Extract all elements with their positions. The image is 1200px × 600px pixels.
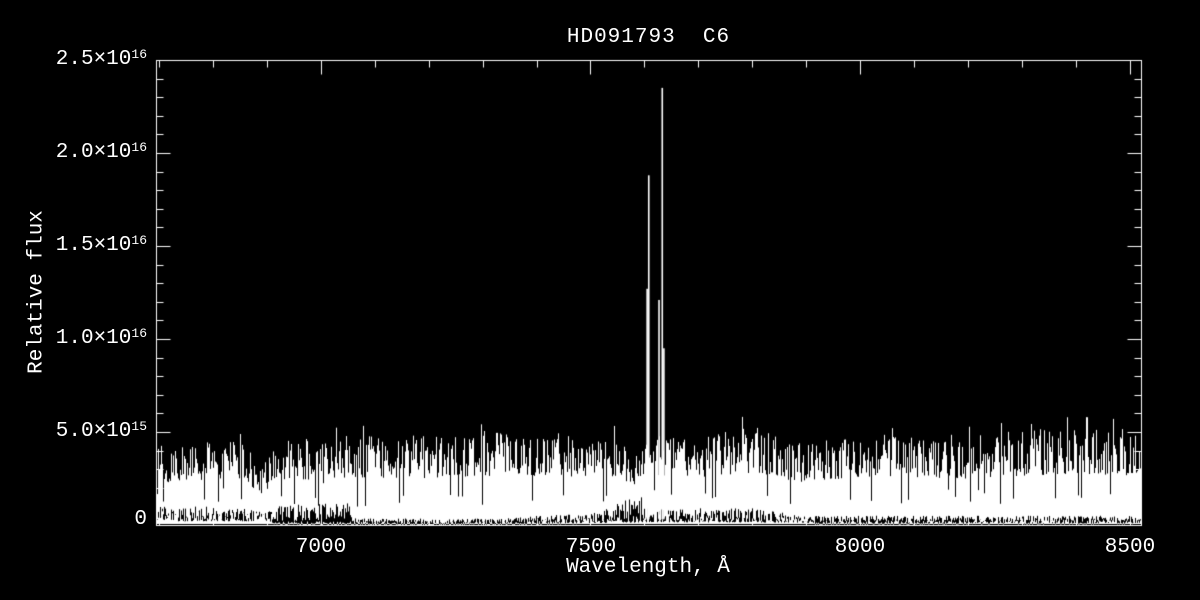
x-tick-label-7000: 7000 <box>295 536 347 559</box>
x-axis-title: Wavelength, Å <box>566 556 730 579</box>
y-axis-title: Relative flux <box>25 210 49 374</box>
plot-title: HD091793 C6 <box>566 26 731 49</box>
x-tick-label-7500: 7500 <box>565 536 617 559</box>
y-tick-label-1.5e16: 1.5×1016 <box>55 233 147 257</box>
y-tick-label-1.0e16: 1.0×1016 <box>55 326 147 350</box>
y-tick-label-5.0e15: 5.0×1015 <box>55 419 147 443</box>
x-tick-label-8000: 8000 <box>834 536 886 559</box>
y-tick-label-2.0e16: 2.0×1016 <box>55 140 147 164</box>
y-tick-label-0: 0 <box>134 508 147 531</box>
y-tick-label-2.5e16: 2.5×1016 <box>55 47 147 71</box>
x-tick-label-8500: 8500 <box>1104 536 1156 559</box>
